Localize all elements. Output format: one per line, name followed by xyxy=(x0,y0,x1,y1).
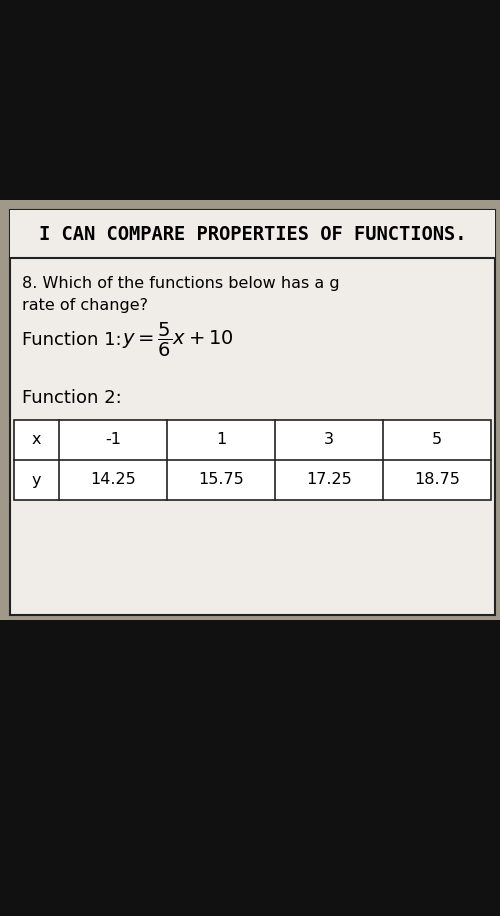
Text: 17.25: 17.25 xyxy=(306,473,352,487)
Text: Function 1:: Function 1: xyxy=(22,331,122,349)
Bar xyxy=(0,0,500,200)
Text: 5: 5 xyxy=(432,432,442,448)
Bar xyxy=(10,210,495,258)
Bar xyxy=(10,210,495,615)
Bar xyxy=(0,620,500,916)
Text: x: x xyxy=(32,432,41,448)
Text: 1: 1 xyxy=(216,432,226,448)
Text: 8. Which of the functions below has a g: 8. Which of the functions below has a g xyxy=(22,276,340,291)
Bar xyxy=(0,200,500,916)
Text: 14.25: 14.25 xyxy=(90,473,136,487)
Text: rate of change?: rate of change? xyxy=(22,298,148,313)
Text: -1: -1 xyxy=(105,432,121,448)
Bar xyxy=(14,420,491,500)
Text: I CAN COMPARE PROPERTIES OF FUNCTIONS.: I CAN COMPARE PROPERTIES OF FUNCTIONS. xyxy=(39,224,466,244)
Text: 15.75: 15.75 xyxy=(198,473,244,487)
Text: 18.75: 18.75 xyxy=(414,473,460,487)
Text: 3: 3 xyxy=(324,432,334,448)
Text: y: y xyxy=(32,473,41,487)
Text: Function 2:: Function 2: xyxy=(22,389,122,407)
Text: $y = \dfrac{5}{6}x + 10$: $y = \dfrac{5}{6}x + 10$ xyxy=(122,321,234,359)
